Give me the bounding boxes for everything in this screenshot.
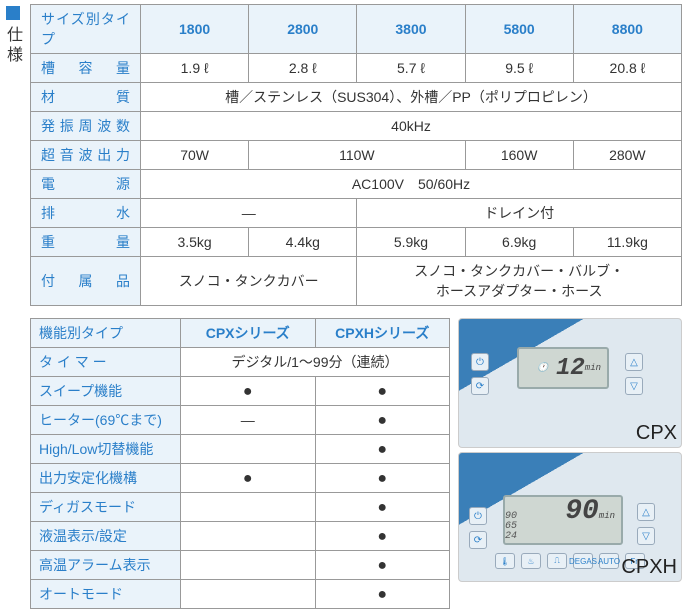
t1-col: 1800 (141, 5, 249, 54)
t1-cell: スノコ・タンクカバー・バルブ・ホースアダプター・ホース (357, 257, 682, 306)
cpxh-left-buttons: ⏻ ⟳ (469, 507, 487, 549)
t1-cell: 110W (249, 141, 465, 170)
mode-icon: 🌡 (495, 553, 515, 569)
cycle-icon: ⟳ (469, 531, 487, 549)
t2-rowhdr: スイープ機能 (31, 377, 181, 406)
t1-cell: 11.9kg (573, 228, 681, 257)
t2-cell: ● (315, 464, 450, 493)
t2-rowhdr: タ イ マ ー (31, 348, 181, 377)
t2-cell: デジタル/1～99分（連続） (181, 348, 450, 377)
t2-cell: ● (315, 406, 450, 435)
t1-rowhdr: 槽 容 量 (31, 54, 141, 83)
t2-cell (181, 493, 316, 522)
mode-icon: ♨ (521, 553, 541, 569)
t1-rowhdr: 排 水 (31, 199, 141, 228)
t2-cell: ● (315, 377, 450, 406)
t2-rowhdr: 高温アラーム表示 (31, 551, 181, 580)
t2-cell: ● (315, 551, 450, 580)
t1-col: 3800 (357, 5, 465, 54)
spec-heading: 仕様 (6, 26, 24, 66)
cpxh-lcd-unit: min (599, 511, 615, 521)
cpx-lcd-unit: min (585, 363, 601, 373)
t1-cell: 6.9kg (465, 228, 573, 257)
cpxh-lcd-value: 90 (565, 496, 599, 527)
cpxh-right-buttons: △ ▽ (637, 503, 655, 545)
mode-icon: DEGAS (573, 553, 593, 569)
t1-cell: 40kHz (141, 112, 682, 141)
t1-cell: スノコ・タンクカバー (141, 257, 357, 306)
t1-cell: 280W (573, 141, 681, 170)
t1-rowhdr: 発振周波数 (31, 112, 141, 141)
t1-corner: サイズ別タイプ (31, 5, 141, 54)
t2-col: CPXHシリーズ (315, 319, 450, 348)
t1-col: 8800 (573, 5, 681, 54)
t2-cell: ● (315, 522, 450, 551)
up-icon: △ (625, 353, 643, 371)
t2-cell (181, 435, 316, 464)
t2-cell: ● (315, 493, 450, 522)
down-icon: ▽ (637, 527, 655, 545)
t2-cell: ● (181, 464, 316, 493)
cpxh-label: CPXH (621, 556, 677, 579)
t1-cell: 9.5 ℓ (465, 54, 573, 83)
t2-corner: 機能別タイプ (31, 319, 181, 348)
t1-cell: ドレイン付 (357, 199, 682, 228)
t2-cell: — (181, 406, 316, 435)
clock-icon: 🕐 (537, 363, 548, 373)
t2-rowhdr: 液温表示/設定 (31, 522, 181, 551)
t2-cell: ● (181, 377, 316, 406)
cpx-lcd: 🕐 12 min (517, 347, 609, 389)
t1-cell: 70W (141, 141, 249, 170)
t1-col: 5800 (465, 5, 573, 54)
t1-col: 2800 (249, 5, 357, 54)
t1-rowhdr: 付 属 品 (31, 257, 141, 306)
t2-cell (181, 580, 316, 609)
cpxh-lcd: 90 65 24 90min (503, 495, 623, 545)
t1-cell: 1.9 ℓ (141, 54, 249, 83)
t2-cell: ● (315, 580, 450, 609)
t2-cell (181, 551, 316, 580)
t1-cell: 5.7 ℓ (357, 54, 465, 83)
t1-cell: 5.9kg (357, 228, 465, 257)
t2-col: CPXシリーズ (181, 319, 316, 348)
t1-rowhdr: 材 質 (31, 83, 141, 112)
up-icon: △ (637, 503, 655, 521)
cpx-panel-photo: ⏻ ⟳ 🕐 12 min △ ▽ CPX (458, 318, 682, 448)
t1-rowhdr: 電 源 (31, 170, 141, 199)
t1-rowhdr: 重 量 (31, 228, 141, 257)
t2-cell (181, 522, 316, 551)
t1-cell: — (141, 199, 357, 228)
power-icon: ⏻ (469, 507, 487, 525)
feature-table: 機能別タイプ CPXシリーズ CPXHシリーズ タ イ マ ーデジタル/1～99… (30, 318, 450, 609)
power-icon: ⏻ (471, 353, 489, 371)
mode-icon: AUTO (599, 553, 619, 569)
cpxh-lcd-side: 90 65 24 (505, 512, 517, 542)
t1-cell: 3.5kg (141, 228, 249, 257)
t1-rowhdr: 超音波出力 (31, 141, 141, 170)
t1-cell: 20.8 ℓ (573, 54, 681, 83)
t1-cell: AC100V 50/60Hz (141, 170, 682, 199)
t2-rowhdr: ディガスモード (31, 493, 181, 522)
mode-icon: ⎍ (547, 553, 567, 569)
t1-cell: 4.4kg (249, 228, 357, 257)
down-icon: ▽ (625, 377, 643, 395)
cpx-lcd-value: 12 (556, 355, 585, 382)
t2-rowhdr: 出力安定化機構 (31, 464, 181, 493)
t2-rowhdr: オートモード (31, 580, 181, 609)
t2-rowhdr: High/Low切替機能 (31, 435, 181, 464)
t1-cell: 槽／ステンレス（SUS304）、外槽／PP（ポリプロピレン） (141, 83, 682, 112)
t1-cell: 160W (465, 141, 573, 170)
t2-cell: ● (315, 435, 450, 464)
cpxh-side-val: 24 (505, 532, 517, 542)
cpx-left-buttons: ⏻ ⟳ (471, 353, 489, 395)
t2-rowhdr: ヒーター(69℃まで) (31, 406, 181, 435)
cycle-icon: ⟳ (471, 377, 489, 395)
spec-table: サイズ別タイプ 1800 2800 3800 5800 8800 槽 容 量1.… (30, 4, 682, 306)
spec-square (6, 6, 20, 20)
cpxh-panel-photo: ⏻ ⟳ 90 65 24 90min (458, 452, 682, 582)
cpx-right-buttons: △ ▽ (625, 353, 643, 395)
cpx-label: CPX (636, 422, 677, 445)
t1-cell: 2.8 ℓ (249, 54, 357, 83)
